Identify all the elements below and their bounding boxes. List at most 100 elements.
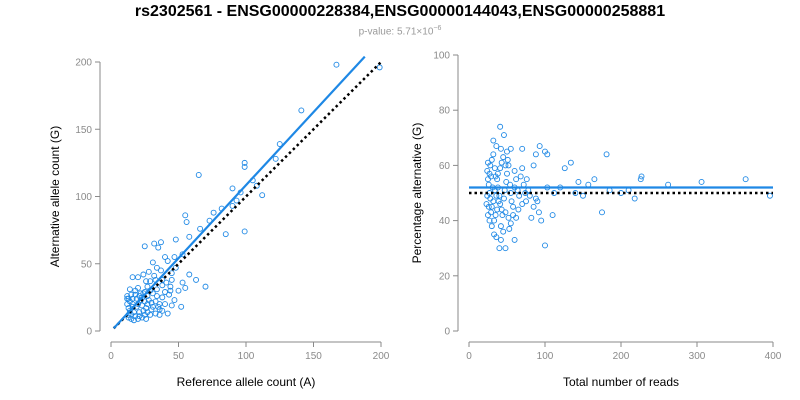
data-point: [140, 271, 147, 278]
data-point: [210, 209, 217, 216]
x-tick-label: 150: [305, 351, 322, 362]
data-point: [186, 271, 193, 278]
data-point: [513, 176, 520, 183]
data-point: [132, 291, 139, 298]
y-tick-label: 50: [81, 259, 93, 270]
data-point: [487, 162, 494, 169]
data-point: [523, 198, 529, 205]
data-point: [575, 179, 582, 185]
data-point: [179, 279, 186, 286]
data-point: [505, 214, 512, 221]
data-point: [145, 268, 152, 275]
data-point: [485, 176, 491, 183]
data-point: [136, 309, 143, 316]
y-tick-label: 60: [439, 161, 451, 172]
data-point: [493, 143, 500, 150]
data-point: [151, 240, 158, 247]
data-point: [145, 297, 152, 304]
data-point: [143, 305, 150, 312]
x-tick-label: 200: [373, 351, 390, 362]
chart-subtitle: p-value: 5.71×10−6: [358, 25, 442, 38]
data-point: [143, 315, 150, 322]
x-tick-label: 200: [613, 351, 630, 362]
data-point: [603, 151, 610, 158]
x-axis-title: Total number of reads: [563, 375, 679, 389]
data-point: [183, 219, 190, 226]
data-point: [631, 195, 638, 202]
data-point: [149, 303, 156, 310]
data-point: [513, 214, 520, 221]
data-point: [152, 298, 159, 305]
data-point: [139, 314, 146, 321]
data-point: [241, 228, 248, 235]
data-point: [517, 173, 524, 180]
x-tick-label: 0: [108, 351, 114, 362]
x-tick-label: 50: [173, 351, 185, 362]
data-point: [507, 220, 514, 227]
fit-line: [112, 55, 366, 330]
data-point: [742, 176, 749, 183]
data-point: [497, 236, 504, 243]
data-point: [561, 165, 568, 172]
data-point: [164, 310, 171, 317]
data-point: [143, 278, 150, 285]
data-point: [507, 145, 514, 152]
data-point: [157, 239, 164, 246]
data-point: [510, 212, 517, 219]
data-point: [490, 151, 497, 158]
data-point: [202, 283, 209, 290]
data-point: [530, 162, 537, 169]
data-point: [128, 291, 135, 298]
data-point: [259, 192, 266, 199]
data-point: [508, 198, 515, 205]
data-point: [504, 148, 510, 155]
data-point: [159, 294, 166, 301]
data-point: [229, 185, 236, 192]
data-point: [126, 286, 133, 293]
data-point: [544, 151, 551, 158]
data-point: [496, 245, 503, 252]
y-tick-label: 40: [439, 216, 451, 227]
data-point: [186, 233, 193, 240]
data-point: [490, 198, 497, 205]
data-point: [153, 286, 160, 293]
data-point: [130, 317, 137, 324]
data-point: [241, 159, 248, 166]
reference-line: [112, 61, 382, 330]
data-point: [276, 141, 283, 147]
data-point: [157, 267, 164, 274]
data-point: [580, 192, 586, 199]
chart-title: rs2302561 - ENSG00000228384,ENSG00000144…: [134, 3, 666, 20]
data-point: [500, 154, 507, 161]
data-point: [498, 159, 505, 166]
data-point: [519, 165, 526, 172]
data-point: [486, 217, 493, 224]
data-point: [511, 167, 518, 174]
data-point: [488, 173, 494, 180]
data-point: [132, 287, 139, 294]
data-point: [497, 165, 504, 172]
data-point: [172, 236, 179, 243]
data-point: [168, 302, 175, 309]
y-tick-label: 0: [444, 327, 450, 338]
data-point: [591, 176, 598, 183]
data-point: [162, 254, 168, 260]
data-point: [523, 176, 530, 183]
data-point: [501, 132, 507, 138]
data-point: [253, 182, 260, 189]
y-tick-label: 0: [86, 327, 92, 338]
data-point: [149, 259, 156, 266]
data-point: [376, 64, 383, 71]
data-point: [135, 274, 141, 281]
percentage-alternative-scatter-panel: 0 100 200 300 400 0 20 40 60 80 100 Total number of…: [410, 51, 782, 390]
data-point: [141, 243, 148, 250]
data-point: [129, 274, 136, 281]
data-point: [490, 137, 497, 144]
data-point: [155, 244, 162, 251]
data-point: [175, 287, 182, 294]
data-point: [497, 223, 504, 230]
data-point: [510, 203, 517, 210]
y-tick-label: 20: [439, 271, 451, 282]
y-tick-label: 100: [433, 51, 450, 62]
data-point: [168, 276, 175, 283]
